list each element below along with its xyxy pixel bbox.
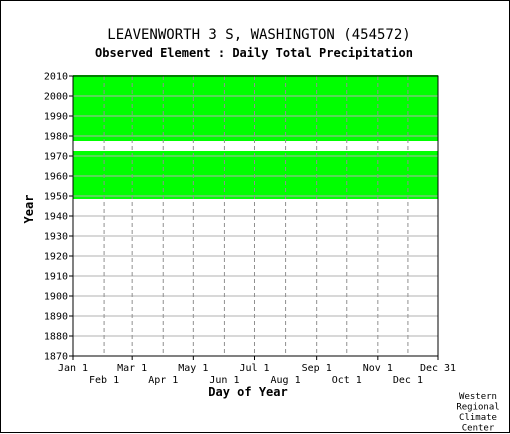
y-tick-label: 1910 [44, 272, 68, 283]
observed-band-0 [73, 151, 438, 199]
x-tick-label: Jul 1 [239, 363, 269, 374]
y-tick-label: 1980 [44, 132, 68, 143]
credit-line: Western [459, 392, 497, 402]
credit-line: Regional [456, 403, 499, 413]
x-tick-label: Aug 1 [271, 375, 301, 386]
y-tick-label: 1880 [44, 332, 68, 343]
y-tick-label: 2010 [44, 72, 68, 83]
x-tick-label: Nov 1 [363, 363, 393, 374]
x-axis-label: Day of Year [208, 385, 287, 399]
y-tick-label: 1900 [44, 292, 68, 303]
y-tick-label: 1940 [44, 212, 68, 223]
x-tick-label: May 1 [178, 363, 208, 374]
grid-lines [73, 76, 438, 356]
x-tick-label: Feb 1 [89, 375, 119, 386]
observed-band-1 [73, 75, 438, 141]
y-tick-label: 1920 [44, 252, 68, 263]
x-tick-label: Jun 1 [209, 375, 239, 386]
chart-subtitle: Observed Element : Daily Total Precipita… [95, 46, 413, 60]
x-tick-label: Jan 1 [58, 363, 88, 374]
y-tick-label: 1890 [44, 312, 68, 323]
x-tick-label: Mar 1 [117, 363, 147, 374]
y-axis-label: Year [22, 195, 36, 224]
x-tick-label: Sep 1 [302, 363, 332, 374]
data-region [73, 75, 438, 199]
x-tick-label: Dec 31 [420, 363, 456, 374]
y-axis-ticks: 2010 2000 1990 1980 1970 1960 1950 1940 1930 1920… [44, 72, 73, 363]
y-tick-label: 1930 [44, 232, 68, 243]
x-tick-label: Dec 1 [393, 375, 423, 386]
y-tick-label: 1950 [44, 192, 68, 203]
y-tick-label: 2000 [44, 92, 68, 103]
chart-title: LEAVENWORTH 3 S, WASHINGTON (454572) [107, 27, 410, 43]
x-axis-ticks: Jan 1 Mar 1 May 1 Jul 1 Sep 1 Nov 1 Dec 31 Feb … [58, 356, 456, 386]
y-tick-label: 1990 [44, 112, 68, 123]
y-tick-label: 1870 [44, 352, 68, 363]
y-tick-label: 1960 [44, 172, 68, 183]
y-tick-label: 1970 [44, 152, 68, 163]
credit-line: Center [462, 424, 495, 434]
x-tick-label: Oct 1 [332, 375, 362, 386]
credit-line: Climate [459, 413, 497, 423]
x-tick-label: Apr 1 [148, 375, 178, 386]
